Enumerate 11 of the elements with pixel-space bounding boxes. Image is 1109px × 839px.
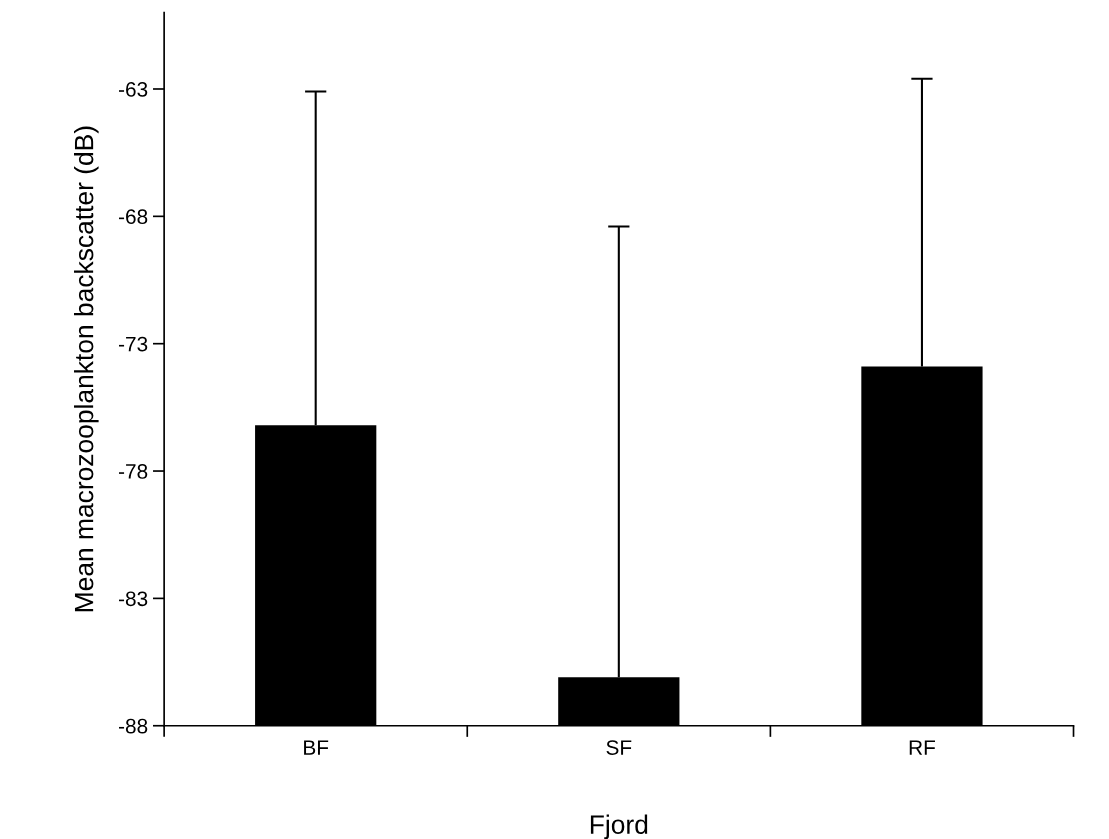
y-tick-label: -63 [118,82,148,97]
y-tick-label: -78 [118,464,148,479]
x-tick-label: SF [606,740,632,755]
y-axis-title: Mean macrozooplankton backscatter (dB) [74,126,99,612]
y-tick-label: -68 [118,209,148,225]
x-axis-title: Fjord [590,814,648,839]
y-tick-label: -83 [118,591,148,607]
x-tick-label: RF [909,740,935,755]
y-tick-label: -88 [118,718,148,734]
y-tick-label: -73 [118,336,148,352]
x-tick-label: BF [304,740,329,755]
